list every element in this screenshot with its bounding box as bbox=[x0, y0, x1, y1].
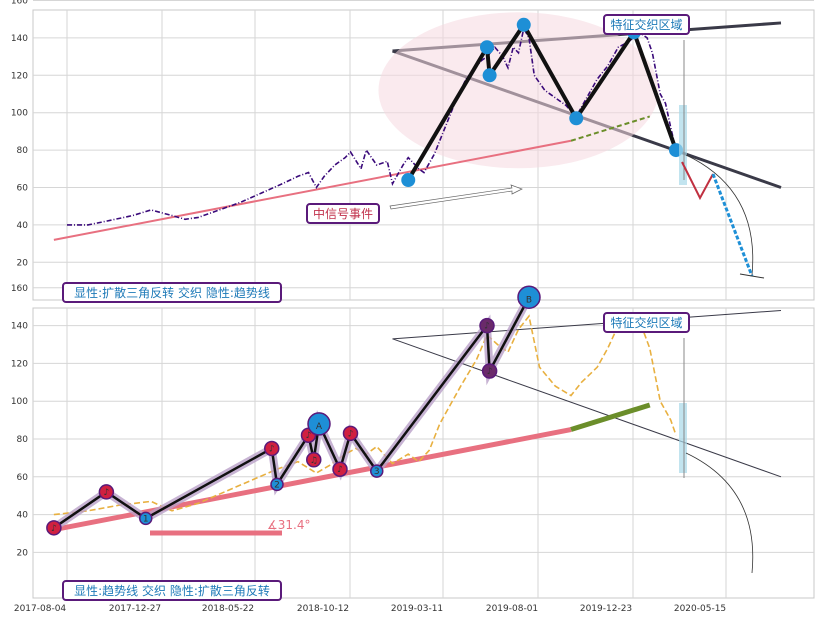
bottom-ytick-label: 40 bbox=[17, 511, 29, 521]
bottom-pattern-marker bbox=[46, 520, 62, 536]
xtick-label: 2018-10-12 bbox=[297, 604, 349, 614]
xtick-label: 2019-12-23 bbox=[580, 604, 632, 614]
bottom-zone-label-box bbox=[603, 312, 690, 333]
bottom-pattern-marker bbox=[270, 477, 284, 492]
xtick-label: 2017-08-04 bbox=[14, 604, 67, 614]
bottom-pattern-marker bbox=[264, 440, 280, 457]
top-pattern-point bbox=[516, 17, 531, 32]
bottom-pattern-marker bbox=[342, 425, 359, 442]
bottom-ytick-label: 100 bbox=[11, 397, 28, 407]
bottom-trendline-extension bbox=[570, 402, 651, 432]
top-trendline bbox=[53, 139, 572, 241]
bottom-pattern-marker-label: ♪ bbox=[306, 431, 312, 441]
bottom-ytick-label: 160 bbox=[11, 284, 28, 294]
top-projection-arc bbox=[685, 154, 754, 276]
top-pattern-point bbox=[480, 40, 494, 55]
top-event-label-box bbox=[306, 203, 380, 224]
bottom-pattern-marker-label: ♪ bbox=[484, 322, 490, 332]
bottom-pattern-marker-label: B bbox=[526, 295, 532, 305]
bottom-pattern-marker-label: 3 bbox=[374, 467, 380, 477]
top-event-label: 中信号事件 bbox=[313, 206, 373, 221]
top-ytick-label: 140 bbox=[11, 34, 28, 44]
bottom-triangle-upper bbox=[392, 309, 782, 340]
bottom-ytick-label: 20 bbox=[17, 548, 29, 558]
top-zone-marker bbox=[679, 105, 687, 185]
top-ytick-label: 20 bbox=[17, 258, 29, 268]
top-ytick-label: 40 bbox=[17, 221, 29, 231]
bottom-zone-marker bbox=[679, 403, 687, 473]
bottom-ytick-label: 140 bbox=[11, 322, 28, 332]
top-ytick-label: 100 bbox=[11, 109, 28, 119]
top-zone-label-box bbox=[603, 14, 690, 35]
bottom-pattern-marker-label: ♪ bbox=[348, 429, 354, 439]
top-pattern-point bbox=[401, 173, 416, 188]
bottom-pattern-marker bbox=[307, 412, 331, 436]
xtick-label: 2019-03-11 bbox=[391, 604, 443, 614]
xtick-label: 2019-08-01 bbox=[486, 604, 538, 614]
bottom-pattern-marker bbox=[370, 464, 384, 478]
bottom-pattern-marker-label: ♫ bbox=[310, 456, 318, 466]
bottom-pattern-marker bbox=[481, 363, 498, 379]
top-zone-label: 特征交织区域 bbox=[610, 17, 682, 32]
top-price-line bbox=[67, 26, 677, 226]
bottom-legend-label-box bbox=[62, 580, 282, 601]
xtick-label: 2017-12-27 bbox=[109, 604, 161, 614]
bottom-zone-label: 特征交织区域 bbox=[610, 315, 682, 330]
bottom-pattern-marker-label: ♪ bbox=[269, 444, 275, 454]
bottom-pattern-marker bbox=[479, 317, 495, 334]
bottom-pattern-marker bbox=[306, 452, 322, 468]
top-ytick-label: 120 bbox=[11, 71, 28, 81]
top-projection-line bbox=[711, 173, 754, 277]
top-legend-label: 显性:扩散三角反转 交织 隐性:趋势线 bbox=[74, 285, 270, 300]
bottom-pattern-marker-label: ♪ bbox=[337, 465, 343, 475]
top-projection-end bbox=[739, 273, 765, 279]
top-trendline-extension bbox=[570, 115, 651, 142]
bottom-pattern-marker-label: A bbox=[316, 422, 323, 432]
top-pattern-point bbox=[482, 68, 497, 83]
top-event-arrow bbox=[389, 184, 523, 210]
top-pattern-point bbox=[569, 111, 584, 126]
bottom-pattern-marker bbox=[332, 461, 348, 477]
bottom-pattern-marker-label: 2 bbox=[274, 480, 280, 490]
bottom-pattern-marker-label: ♪ bbox=[51, 524, 57, 534]
top-ytick-label: 160 bbox=[11, 0, 28, 7]
bottom-ytick-label: 60 bbox=[17, 473, 29, 483]
top-highlight-ellipse bbox=[378, 12, 659, 169]
bottom-angle-label: ∡31.4° bbox=[267, 518, 310, 532]
bottom-legend-label: 显性:趋势线 交织 隐性:扩散三角反转 bbox=[74, 583, 270, 598]
bottom-pattern-marker-label: 1 bbox=[143, 514, 149, 524]
bottom-pattern-marker bbox=[139, 511, 153, 526]
bottom-panel-frame bbox=[32, 307, 815, 599]
xtick-label: 2018-05-22 bbox=[202, 604, 254, 614]
top-ytick-label: 60 bbox=[17, 184, 29, 194]
bottom-pattern-marker-label: ♪ bbox=[487, 367, 493, 377]
bottom-pattern-marker bbox=[517, 285, 541, 309]
top-legend-label-box bbox=[62, 282, 282, 303]
bottom-pattern-marker-label: ♪ bbox=[104, 488, 110, 498]
xtick-label: 2020-05-15 bbox=[674, 604, 726, 614]
top-ytick-label: 80 bbox=[17, 146, 29, 156]
bottom-projection-arc bbox=[685, 452, 754, 574]
bottom-pattern-zigzag bbox=[53, 296, 531, 529]
bottom-ytick-label: 80 bbox=[17, 435, 29, 445]
top-breakdown-line bbox=[681, 161, 714, 201]
bottom-ytick-label: 120 bbox=[11, 359, 28, 369]
bottom-pattern-marker bbox=[98, 484, 115, 500]
